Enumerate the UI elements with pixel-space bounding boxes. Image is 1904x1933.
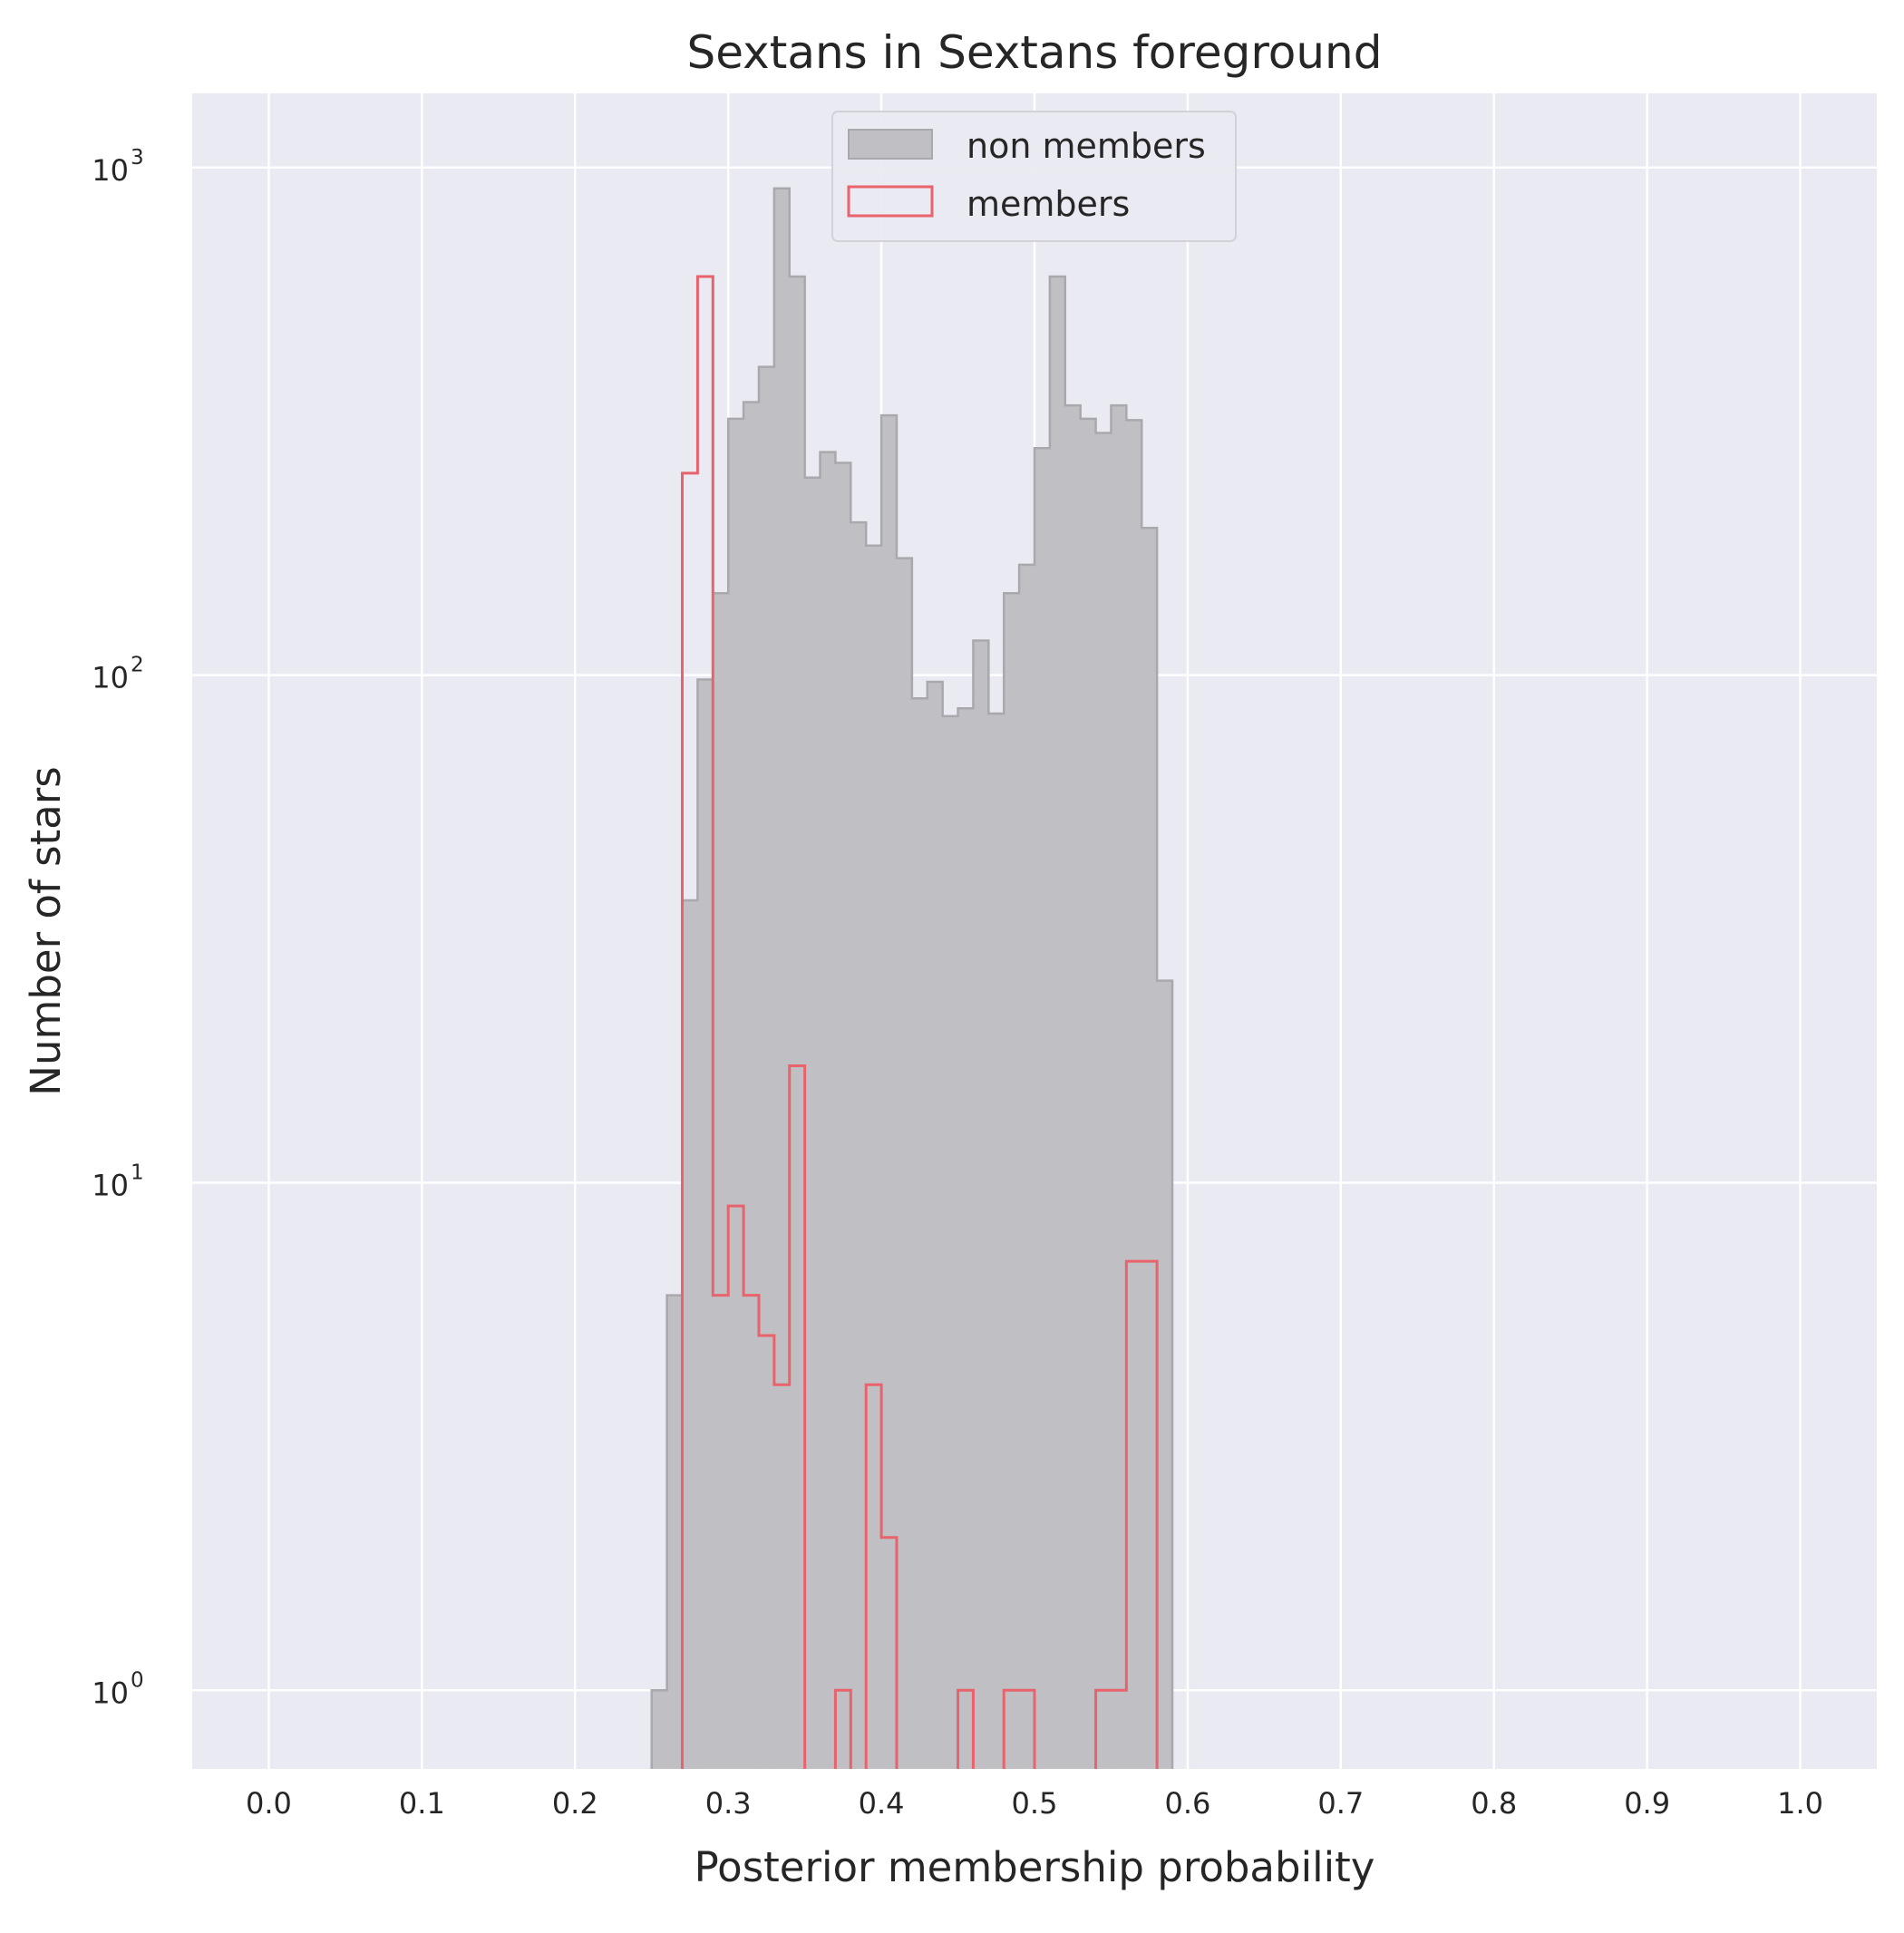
non-members-bar <box>957 708 975 1769</box>
non-members-bar <box>988 714 1005 1769</box>
non-members-bar <box>973 640 989 1769</box>
non-members-histogram <box>650 187 1174 1769</box>
x-tick-label: 0.6 <box>1164 1786 1210 1821</box>
y-tick-exponent: 2 <box>131 654 144 677</box>
y-tick-label: 10 3 <box>92 146 143 188</box>
non-members-bar <box>942 715 959 1769</box>
non-members-bar <box>773 188 791 1769</box>
chart-title: Sextans in Sextans foreground <box>687 26 1383 79</box>
non-members-bar <box>651 1690 668 1769</box>
x-tick-labels: 0.0 0.1 0.2 0.3 0.4 0.5 0.6 0.7 0.8 0.9 1.0 <box>246 1786 1823 1821</box>
non-members-bar <box>697 679 714 1769</box>
x-tick-label: 0.8 <box>1471 1786 1517 1821</box>
y-tick-exponent: 3 <box>131 146 144 170</box>
non-members-bar <box>1019 564 1035 1769</box>
non-members-bar <box>896 558 913 1769</box>
non-members-outline <box>650 187 1174 1769</box>
non-members-bar <box>1157 980 1173 1769</box>
non-members-bar <box>850 522 867 1769</box>
y-tick-base: 10 <box>92 661 129 695</box>
non-members-bar <box>713 593 729 1769</box>
non-members-bar <box>789 276 806 1769</box>
x-tick-label: 0.0 <box>246 1786 292 1821</box>
non-members-bar <box>743 402 760 1769</box>
x-tick-label: 0.4 <box>859 1786 905 1821</box>
legend-swatch-members <box>847 185 934 218</box>
members-outline <box>681 275 1159 1769</box>
y-tick-base: 10 <box>92 1168 129 1202</box>
non-members-bar <box>927 682 944 1769</box>
x-tick-label: 0.5 <box>1012 1786 1058 1821</box>
y-axis-label: Number of stars <box>22 766 70 1095</box>
legend-label-members: members <box>967 184 1130 224</box>
non-members-bar <box>666 1295 684 1769</box>
non-members-bar <box>728 418 744 1769</box>
non-members-bar <box>911 698 928 1769</box>
non-members-bar <box>1111 405 1127 1769</box>
y-tick-base: 10 <box>92 1676 129 1710</box>
non-members-bar <box>881 415 898 1769</box>
non-members-bar <box>1004 593 1020 1769</box>
non-members-bar <box>835 462 851 1769</box>
x-tick-label: 0.9 <box>1624 1786 1670 1821</box>
non-members-bar <box>758 366 775 1769</box>
members-histogram <box>681 275 1159 1769</box>
non-members-bar <box>820 452 837 1769</box>
x-tick-label: 0.3 <box>705 1786 752 1821</box>
non-members-bar <box>804 477 821 1769</box>
x-tick-label: 0.2 <box>552 1786 598 1821</box>
non-members-bar <box>1095 432 1112 1769</box>
x-tick-label: 0.7 <box>1317 1786 1364 1821</box>
y-tick-exponent: 0 <box>131 1668 144 1692</box>
x-axis-label: Posterior membership probability <box>695 1843 1375 1891</box>
y-tick-label: 10 1 <box>92 1161 143 1202</box>
y-tick-exponent: 1 <box>131 1161 144 1184</box>
non-members-bar <box>1035 448 1051 1769</box>
legend-label-non-members: non members <box>967 126 1206 166</box>
non-members-bar <box>682 900 698 1769</box>
non-members-bar <box>1141 528 1158 1769</box>
y-tick-base: 10 <box>92 153 129 188</box>
non-members-bar <box>1049 276 1066 1769</box>
y-tick-label: 10 2 <box>92 654 143 695</box>
y-tick-label: 10 0 <box>92 1668 143 1710</box>
non-members-bar <box>866 545 882 1769</box>
x-tick-label: 1.0 <box>1777 1786 1823 1821</box>
non-members-bar <box>1126 420 1142 1769</box>
non-members-bar <box>1064 405 1082 1769</box>
x-tick-label: 0.1 <box>399 1786 445 1821</box>
legend-swatch-non-members <box>848 129 933 160</box>
legend: non members members <box>831 111 1237 242</box>
non-members-bar <box>1080 418 1097 1769</box>
